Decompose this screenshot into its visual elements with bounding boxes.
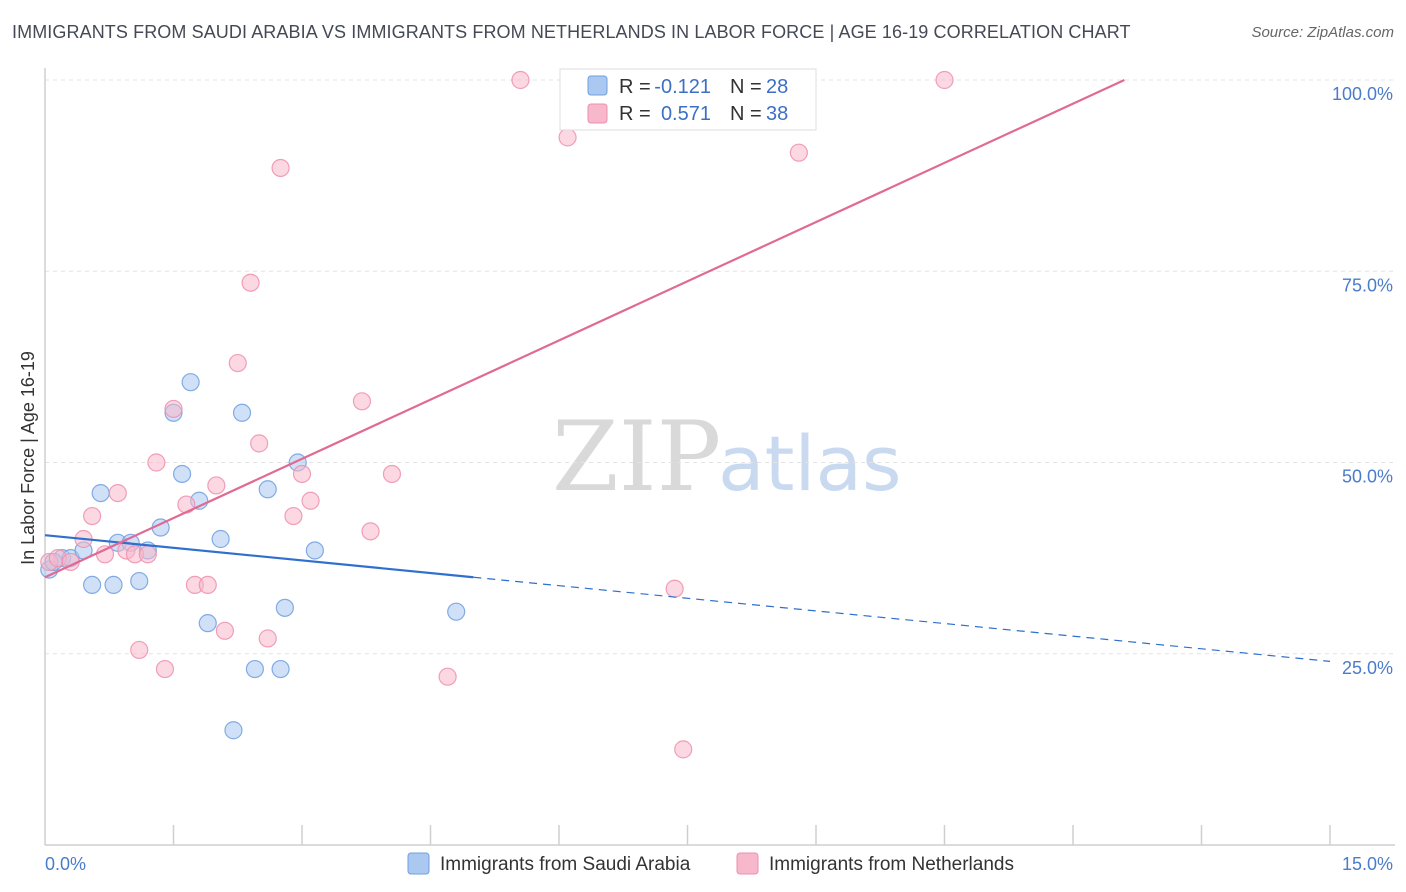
- point-netherlands-33: [665, 579, 684, 598]
- point-netherlands-18: [215, 621, 234, 640]
- bottom-legend-label-netherlands: Immigrants from Netherlands: [769, 854, 1014, 875]
- bottom-legend-swatch-saudi: [407, 852, 430, 875]
- point-netherlands-24: [284, 506, 303, 526]
- x-tick-label-max: 15.0%: [1342, 854, 1393, 874]
- point-netherlands-21: [250, 434, 269, 453]
- trend-lines: [44, 79, 1331, 662]
- correlation-legend: R = -0.121 N = 28 R = 0.571 N = 38: [559, 68, 817, 131]
- legend-n-value-netherlands: 38: [766, 103, 788, 125]
- point-saudi-20: [245, 659, 264, 679]
- point-netherlands-4: [83, 506, 102, 526]
- legend-n-label-netherlands: N =: [730, 103, 762, 125]
- x-tick-marks: [172, 825, 1331, 845]
- watermark-zip: ZIP: [552, 401, 721, 513]
- point-saudi-16: [198, 614, 217, 633]
- point-netherlands-12: [155, 659, 175, 679]
- series-legend: Immigrants from Saudi Arabia Immigrants …: [407, 852, 1014, 875]
- point-netherlands-28: [361, 522, 380, 541]
- point-netherlands-27: [352, 392, 372, 411]
- point-saudi-21: [258, 480, 277, 499]
- point-netherlands-26: [301, 491, 320, 510]
- point-netherlands-34: [674, 740, 693, 759]
- point-netherlands-23: [271, 158, 290, 178]
- bottom-legend-swatch-netherlands: [736, 852, 759, 875]
- y-tick-label-75: 75.0%: [1342, 275, 1393, 295]
- point-netherlands-22: [258, 629, 277, 648]
- point-netherlands-31: [511, 70, 530, 90]
- source-credit: Source: ZipAtlas.com: [1251, 24, 1394, 41]
- point-netherlands-19: [228, 353, 247, 373]
- legend-swatch-netherlands: [587, 103, 608, 124]
- x-tick-label-min: 0.0%: [45, 854, 86, 874]
- point-saudi-5: [91, 484, 110, 503]
- point-saudi-6: [104, 575, 123, 595]
- point-netherlands-20: [241, 273, 260, 292]
- legend-r-label-netherlands: R =: [619, 103, 651, 125]
- legend-n-label-saudi: N =: [730, 76, 762, 98]
- point-saudi-22: [271, 659, 290, 679]
- point-saudi-4: [83, 575, 102, 595]
- point-netherlands-16: [198, 575, 217, 595]
- point-saudi-9: [130, 571, 149, 591]
- point-netherlands-29: [382, 464, 402, 484]
- legend-r-value-netherlands: 0.571: [661, 103, 711, 125]
- trend-line-netherlands: [44, 79, 1125, 579]
- point-netherlands-10: [138, 545, 157, 564]
- chart-title: IMMIGRANTS FROM SAUDI ARABIA VS IMMIGRAN…: [12, 22, 1131, 42]
- watermark-atlas: atlas: [718, 419, 902, 508]
- point-saudi-26: [447, 602, 466, 621]
- bottom-legend-label-saudi: Immigrants from Saudi Arabia: [440, 854, 691, 875]
- y-tick-label-100: 100.0%: [1332, 84, 1393, 104]
- legend-n-value-saudi: 28: [766, 76, 788, 98]
- point-netherlands-11: [147, 453, 166, 472]
- point-saudi-25: [305, 541, 324, 560]
- y-tick-labels: 25.0% 50.0% 75.0% 100.0%: [1332, 84, 1393, 678]
- legend-r-value-saudi: -0.121: [654, 76, 711, 98]
- point-netherlands-35: [789, 143, 808, 162]
- point-netherlands-13: [164, 399, 183, 419]
- legend-swatch-saudi: [587, 75, 608, 96]
- point-saudi-14: [181, 373, 200, 392]
- point-netherlands-9: [130, 640, 149, 660]
- trend-line-saudi: [44, 534, 474, 579]
- point-netherlands-17: [207, 476, 226, 495]
- y-tick-label-25: 25.0%: [1342, 658, 1393, 678]
- y-axis-label: In Labor Force | Age 16-19: [18, 351, 38, 565]
- point-netherlands-25: [292, 464, 312, 484]
- axes: [44, 68, 1395, 846]
- point-netherlands-5: [95, 545, 115, 564]
- point-netherlands-30: [438, 667, 457, 686]
- trend-line-saudi-extrapolated: [473, 576, 1331, 662]
- point-netherlands-32: [558, 128, 577, 147]
- point-netherlands-6: [108, 484, 127, 503]
- point-netherlands-37: [935, 70, 954, 90]
- point-saudi-17: [211, 529, 230, 549]
- y-tick-label-50: 50.0%: [1342, 467, 1393, 487]
- point-saudi-23: [275, 598, 294, 617]
- legend-r-label-saudi: R =: [619, 76, 651, 98]
- point-saudi-18: [224, 721, 243, 740]
- series-netherlands-points: [40, 70, 954, 759]
- point-saudi-19: [232, 403, 252, 422]
- gridlines: [45, 79, 1395, 655]
- point-saudi-13: [172, 464, 192, 484]
